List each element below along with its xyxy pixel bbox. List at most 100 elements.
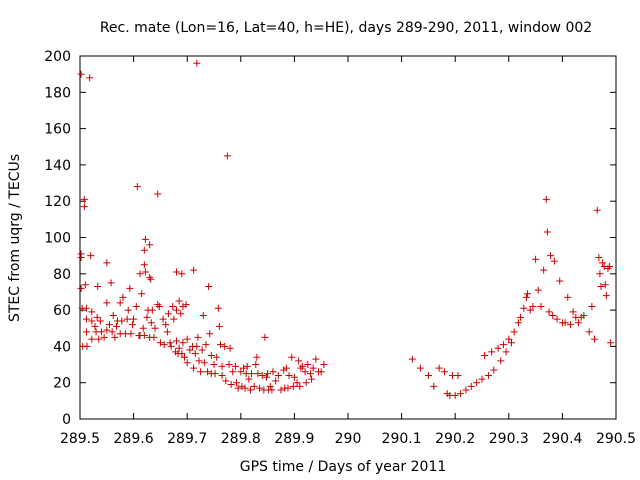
- data-point: [202, 341, 210, 349]
- data-point: [494, 344, 502, 352]
- data-point: [100, 333, 108, 341]
- data-point: [159, 315, 167, 323]
- data-point: [231, 362, 239, 370]
- data-point: [542, 195, 550, 203]
- data-point: [239, 364, 247, 372]
- x-tick-label: 289.9: [274, 431, 314, 447]
- data-point: [481, 351, 489, 359]
- data-point: [225, 361, 233, 369]
- data-point: [139, 324, 147, 332]
- data-point: [169, 302, 177, 310]
- data-point: [172, 268, 180, 276]
- data-point: [261, 333, 269, 341]
- data-point: [141, 235, 149, 243]
- data-point: [177, 310, 185, 318]
- data-point: [87, 252, 95, 260]
- data-point: [288, 353, 296, 361]
- chart-title: Rec. mate (Lon=16, Lat=40, h=HE), days 2…: [100, 20, 592, 36]
- data-point: [178, 350, 186, 358]
- data-point: [94, 283, 102, 291]
- x-tick-label: 289.8: [221, 431, 261, 447]
- data-point: [285, 371, 293, 379]
- data-point: [167, 342, 175, 350]
- data-point: [127, 330, 135, 338]
- data-point: [451, 391, 459, 399]
- data-point: [510, 328, 518, 336]
- data-point: [507, 339, 515, 347]
- data-point: [211, 370, 219, 378]
- data-point: [522, 293, 530, 301]
- data-point: [91, 322, 99, 330]
- data-point: [264, 370, 272, 378]
- data-point: [547, 252, 555, 260]
- data-point: [195, 357, 203, 365]
- data-points: [77, 59, 615, 399]
- data-point: [256, 384, 264, 392]
- data-point: [526, 306, 534, 314]
- data-point: [123, 315, 131, 323]
- data-point: [566, 321, 574, 329]
- data-point: [599, 259, 607, 267]
- data-point: [132, 302, 140, 310]
- data-point: [194, 333, 202, 341]
- data-point: [88, 335, 96, 343]
- data-point: [499, 341, 507, 349]
- data-point: [229, 368, 237, 376]
- data-point: [82, 315, 90, 323]
- data-point: [320, 361, 328, 369]
- data-point: [252, 361, 260, 369]
- data-point: [154, 301, 162, 309]
- plot-area: [79, 55, 617, 420]
- data-point: [82, 304, 90, 312]
- plot-border: [79, 55, 617, 420]
- data-point: [162, 321, 170, 329]
- y-tick-label: 0: [62, 412, 71, 428]
- data-point: [295, 357, 303, 365]
- data-point: [308, 375, 316, 383]
- data-point: [193, 59, 201, 67]
- data-point: [569, 308, 577, 316]
- data-point: [564, 293, 572, 301]
- data-point: [497, 357, 505, 365]
- data-point: [124, 306, 132, 314]
- data-point: [277, 386, 285, 394]
- data-point: [103, 259, 111, 267]
- data-point: [204, 368, 212, 376]
- data-point: [80, 203, 88, 211]
- data-point: [467, 382, 475, 390]
- data-point: [545, 308, 553, 316]
- y-tick-label: 60: [53, 303, 71, 319]
- data-point: [146, 241, 154, 249]
- data-point: [596, 270, 604, 278]
- x-tick-label: 290.3: [489, 431, 529, 447]
- data-point: [193, 342, 201, 350]
- data-point: [95, 335, 103, 343]
- data-point: [179, 339, 187, 347]
- data-point: [268, 386, 276, 394]
- y-tick-label: 140: [44, 158, 71, 174]
- data-point: [606, 263, 614, 271]
- data-point: [148, 306, 156, 314]
- data-point: [227, 381, 235, 389]
- data-point: [580, 312, 588, 320]
- data-point: [274, 371, 282, 379]
- data-point: [484, 371, 492, 379]
- data-point: [96, 317, 104, 325]
- data-point: [269, 368, 277, 376]
- data-point: [216, 341, 224, 349]
- data-point: [178, 270, 186, 278]
- data-point: [317, 368, 325, 376]
- data-point: [591, 335, 599, 343]
- data-point: [238, 382, 246, 390]
- data-point: [543, 228, 551, 236]
- data-point: [103, 326, 111, 334]
- data-point: [250, 382, 258, 390]
- data-point: [282, 364, 290, 372]
- data-point: [408, 355, 416, 363]
- x-tick-label: 289.6: [114, 431, 154, 447]
- data-point: [108, 328, 116, 336]
- data-point: [155, 302, 163, 310]
- data-point: [146, 273, 154, 281]
- data-point: [136, 270, 144, 278]
- data-point: [312, 355, 320, 363]
